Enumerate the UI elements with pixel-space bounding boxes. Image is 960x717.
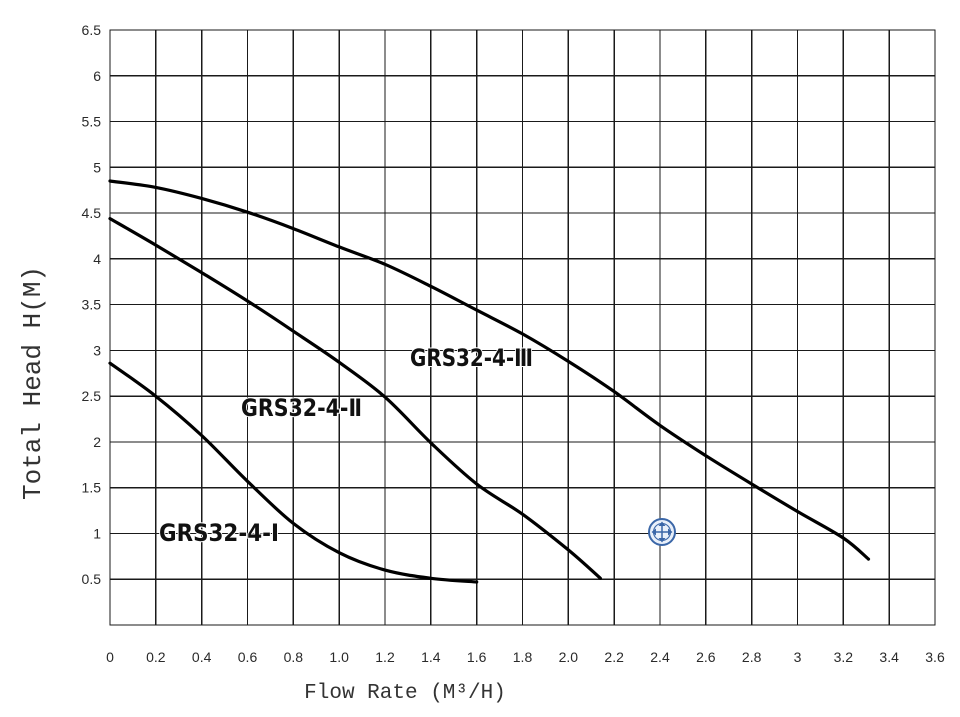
x-tick-label: 2.6 <box>696 649 716 665</box>
y-tick-label: 2 <box>93 434 101 450</box>
x-tick-label: 1.0 <box>329 649 349 665</box>
y-tick-label: 5.5 <box>82 114 102 130</box>
plot-area <box>109 29 936 626</box>
series-line-3 <box>108 179 871 561</box>
y-tick-label: 1.5 <box>82 480 102 496</box>
y-axis-title: Total Head H(M) <box>18 266 48 500</box>
series-lines <box>108 179 871 584</box>
series-label-1: GRS32-4-Ⅰ <box>159 519 279 547</box>
x-axis-title: Flow Rate (M³/H) <box>304 682 506 705</box>
x-tick-label: 2.8 <box>742 649 762 665</box>
grid <box>109 29 936 625</box>
y-tick-label: 2.5 <box>82 388 102 404</box>
x-tick-label: 3.4 <box>879 649 899 665</box>
x-tick-label: 0 <box>106 649 114 665</box>
y-tick-label: 5 <box>93 159 101 175</box>
x-tick-label: 1.6 <box>467 649 487 665</box>
y-tick-label: 4.5 <box>82 205 102 221</box>
x-tick-label: 3.2 <box>834 649 854 665</box>
series-line-2 <box>108 217 602 580</box>
x-tick-label: 1.2 <box>375 649 395 665</box>
y-tick-label: 3.5 <box>82 297 102 313</box>
move-icon-arrows <box>651 521 673 543</box>
x-axis-ticks: 0 0.2 0.4 0.6 0.8 1.0 1.2 1.4 1.6 1.8 2.0 2.2 2.4 2.6… <box>106 649 945 665</box>
x-tick-label: 0.2 <box>146 649 166 665</box>
x-tick-label: 2.0 <box>559 649 579 665</box>
x-tick-label: 1.8 <box>513 649 533 665</box>
y-axis-ticks: 0.5 1 1.5 2 2.5 3 3.5 4 4.5 5 5.5 6 6.5 <box>82 22 102 587</box>
x-tick-label: 3.6 <box>925 649 945 665</box>
x-tick-label: 0.8 <box>284 649 304 665</box>
x-tick-label: 0.6 <box>238 649 258 665</box>
x-tick-label: 2.2 <box>604 649 624 665</box>
y-tick-label: 0.5 <box>82 571 102 587</box>
y-tick-label: 6 <box>93 68 101 84</box>
y-tick-label: 3 <box>93 342 101 358</box>
series-labels: GRS32-4-Ⅰ GRS32-4-Ⅱ GRS32-4-Ⅲ <box>158 343 534 548</box>
series-label-2: GRS32-4-Ⅱ <box>241 394 362 422</box>
y-tick-label: 4 <box>93 251 101 267</box>
x-tick-label: 0.4 <box>192 649 212 665</box>
series-label-3: GRS32-4-Ⅲ <box>410 344 533 372</box>
x-tick-label: 1.4 <box>421 649 441 665</box>
y-tick-label: 1 <box>93 525 101 541</box>
y-tick-label: 6.5 <box>82 22 102 38</box>
x-tick-label: 2.4 <box>650 649 670 665</box>
series-line-1 <box>108 361 479 584</box>
move-icon[interactable] <box>648 518 676 546</box>
move-icon-cross <box>656 526 668 538</box>
x-tick-label: 3 <box>794 649 802 665</box>
